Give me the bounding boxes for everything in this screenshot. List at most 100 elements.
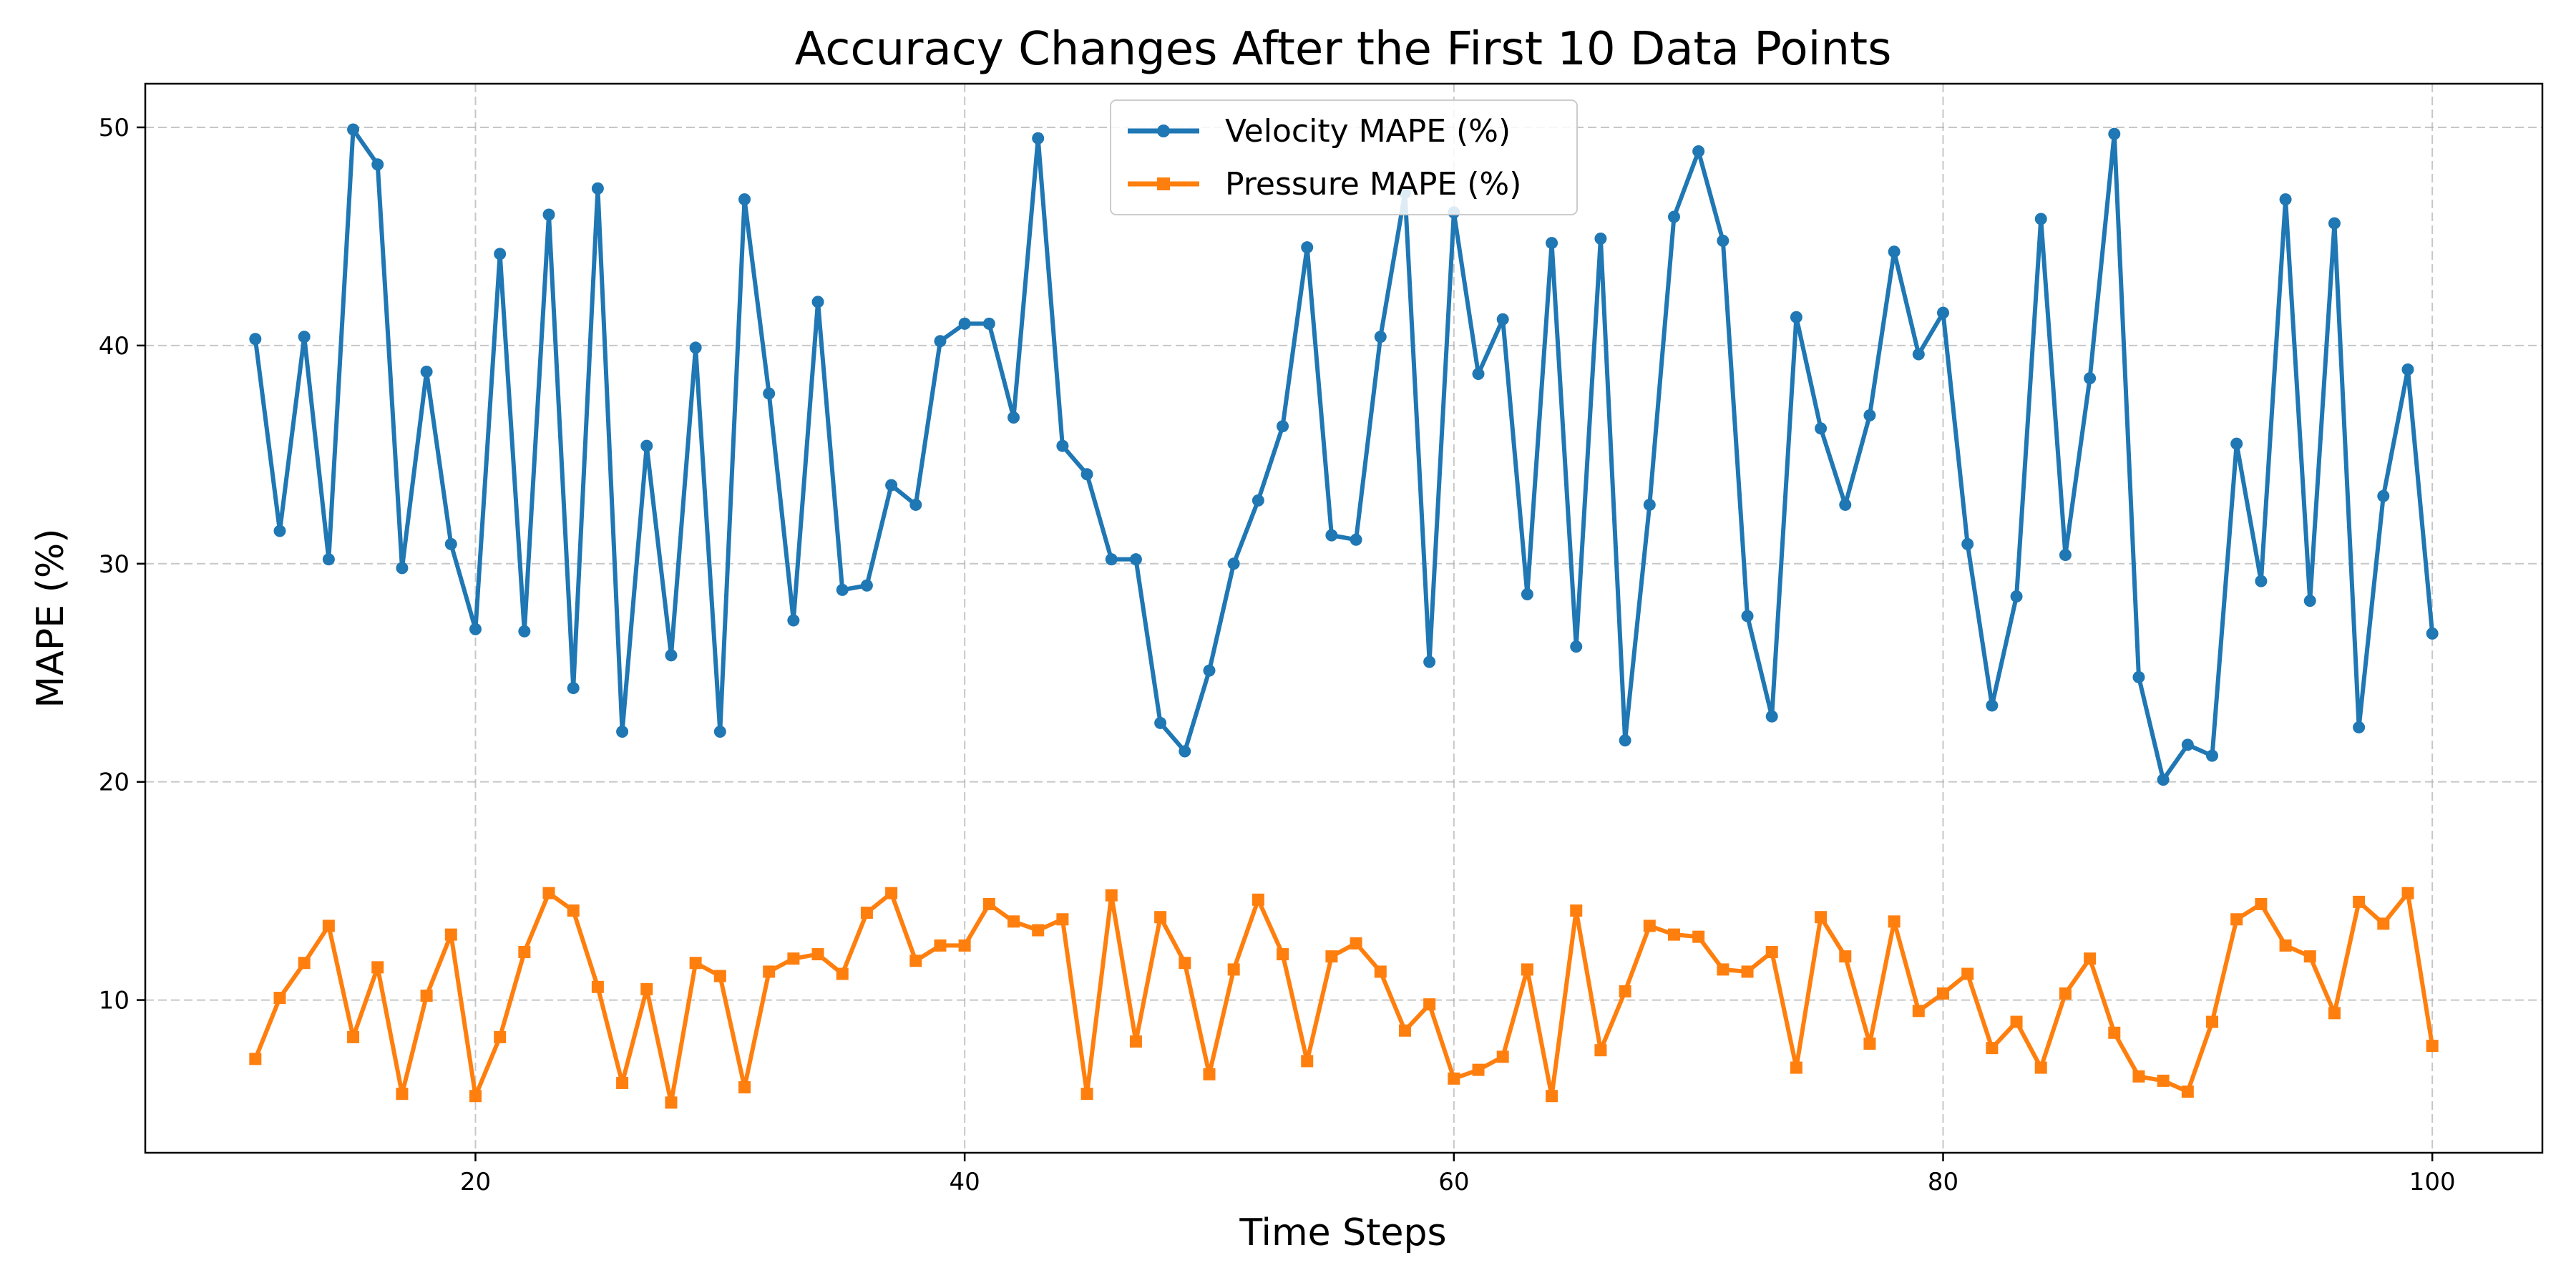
data-point-velocity <box>640 439 653 452</box>
data-point-pressure <box>1521 963 1533 976</box>
data-point-velocity <box>1032 132 1045 145</box>
data-point-velocity <box>1080 468 1093 481</box>
data-point-velocity <box>2230 437 2243 450</box>
data-point-velocity <box>885 479 898 492</box>
data-point-velocity <box>444 537 457 550</box>
data-point-pressure <box>1815 911 1828 924</box>
data-point-velocity <box>2426 627 2439 640</box>
data-point-pressure <box>1717 963 1729 976</box>
data-point-velocity <box>1105 553 1118 566</box>
x-tick-label: 40 <box>950 1168 980 1196</box>
data-point-pressure <box>1839 950 1852 963</box>
legend-pressure-label: Pressure MAPE (%) <box>1225 166 1521 203</box>
data-point-pressure <box>1643 919 1656 932</box>
data-point-pressure <box>1863 1038 1876 1050</box>
data-point-velocity <box>1961 537 1974 550</box>
data-point-velocity <box>591 182 604 195</box>
data-point-velocity <box>2084 372 2097 385</box>
data-point-velocity <box>836 583 849 596</box>
data-point-velocity <box>1374 331 1387 343</box>
data-point-pressure <box>2353 895 2366 908</box>
data-point-pressure <box>2230 913 2243 926</box>
data-point-pressure <box>860 907 873 919</box>
data-point-velocity <box>1179 745 1191 758</box>
data-point-pressure <box>2206 1015 2219 1028</box>
data-point-pressure <box>2255 897 2268 910</box>
data-point-pressure <box>2084 952 2097 965</box>
plot-frame <box>144 82 2544 1154</box>
data-point-velocity <box>2108 127 2121 140</box>
data-point-pressure <box>982 897 995 910</box>
data-point-velocity <box>371 158 384 171</box>
data-point-pressure <box>2279 939 2292 952</box>
data-point-velocity <box>298 331 311 343</box>
data-point-velocity <box>738 193 751 206</box>
series-pressure <box>249 887 2439 1109</box>
legend-pressure-marker <box>1157 177 1170 190</box>
y-tick-label: 40 <box>99 332 130 361</box>
data-point-pressure <box>1227 963 1240 976</box>
y-tick-label: 10 <box>99 987 130 1015</box>
data-point-pressure <box>1741 965 1754 978</box>
data-point-velocity <box>1008 411 1020 424</box>
data-point-velocity <box>542 208 555 221</box>
data-point-pressure <box>371 961 384 974</box>
data-point-pressure <box>1937 987 1949 1000</box>
data-point-pressure <box>469 1090 482 1103</box>
data-point-pressure <box>567 904 580 917</box>
data-point-pressure <box>2010 1015 2023 1028</box>
data-point-pressure <box>2132 1070 2145 1083</box>
data-point-pressure <box>1496 1050 1509 1063</box>
data-point-pressure <box>347 1030 360 1043</box>
data-point-pressure <box>2108 1026 2121 1039</box>
data-point-pressure <box>640 982 653 995</box>
data-point-pressure <box>738 1081 751 1094</box>
data-point-velocity <box>1227 557 1240 570</box>
data-point-velocity <box>1056 439 1069 452</box>
data-point-velocity <box>1619 734 1631 747</box>
data-point-velocity <box>2401 363 2414 376</box>
data-point-pressure <box>2401 887 2414 899</box>
data-point-velocity <box>934 335 947 348</box>
data-point-pressure <box>1374 965 1387 978</box>
data-point-velocity <box>1252 494 1264 507</box>
data-point-velocity <box>1986 699 1999 712</box>
data-point-pressure <box>273 992 286 1005</box>
data-point-pressure <box>1277 948 1289 961</box>
data-point-pressure <box>689 957 702 970</box>
data-point-velocity <box>1888 245 1901 258</box>
data-point-pressure <box>1398 1024 1411 1037</box>
data-point-velocity <box>1839 498 1852 511</box>
data-point-velocity <box>1350 533 1362 546</box>
data-point-velocity <box>2010 590 2023 603</box>
data-point-pressure <box>1594 1044 1607 1057</box>
data-point-pressure <box>2181 1085 2194 1098</box>
data-point-pressure <box>396 1088 409 1101</box>
data-point-velocity <box>1301 241 1314 254</box>
data-point-pressure <box>1667 928 1680 941</box>
data-point-velocity <box>763 387 776 400</box>
data-point-pressure <box>444 928 457 941</box>
data-point-velocity <box>2328 217 2341 230</box>
data-point-pressure <box>1765 945 1778 958</box>
data-point-pressure <box>1619 985 1631 997</box>
data-point-pressure <box>665 1096 678 1109</box>
series-line-velocity <box>253 127 2435 782</box>
data-point-pressure <box>1032 924 1045 937</box>
data-point-velocity <box>909 498 922 511</box>
series-velocity <box>249 123 2439 786</box>
data-point-pressure <box>2059 987 2072 1000</box>
data-point-velocity <box>1154 716 1167 729</box>
x-tick-label: 100 <box>2409 1168 2456 1196</box>
data-point-velocity <box>1594 232 1607 245</box>
data-point-pressure <box>1472 1063 1485 1076</box>
data-point-velocity <box>1667 210 1680 223</box>
data-point-pressure <box>322 919 335 932</box>
data-point-velocity <box>982 317 995 330</box>
data-point-velocity <box>2353 721 2366 733</box>
data-point-velocity <box>1912 348 1925 361</box>
data-point-pressure <box>909 955 922 967</box>
data-point-pressure <box>1986 1042 1999 1055</box>
data-point-pressure <box>249 1053 262 1065</box>
